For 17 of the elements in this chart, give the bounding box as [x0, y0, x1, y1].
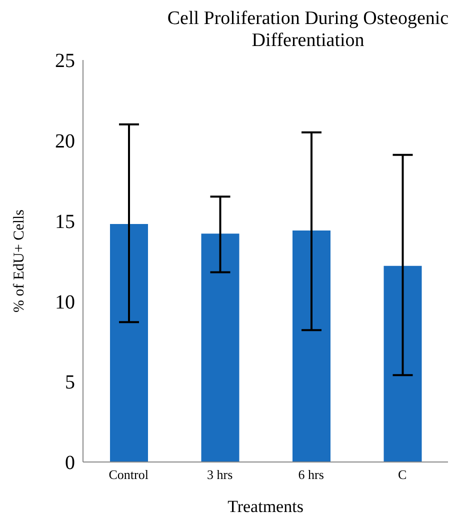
bar — [384, 266, 422, 462]
x-tick-label: Control — [108, 467, 149, 482]
y-tick-label: 5 — [65, 372, 75, 394]
bar — [110, 224, 148, 462]
y-tick-label: 15 — [55, 210, 75, 233]
chart-title: Cell Proliferation During Osteogenic Differentiation — [166, 8, 450, 52]
bar — [201, 234, 240, 462]
x-tick-label: 6 hrs — [298, 467, 324, 482]
y-tick-label: 20 — [55, 130, 75, 152]
x-tick-label: 3 hrs — [207, 467, 233, 482]
y-tick-label: 0 — [65, 452, 75, 474]
x-tick-label: C — [398, 467, 407, 482]
x-axis-title: Treatments — [228, 497, 304, 516]
y-axis-title: % of EdU+ Cells — [11, 209, 28, 313]
y-tick-label: 10 — [55, 291, 75, 314]
y-tick-label: 25 — [55, 50, 75, 72]
bar — [292, 230, 330, 462]
